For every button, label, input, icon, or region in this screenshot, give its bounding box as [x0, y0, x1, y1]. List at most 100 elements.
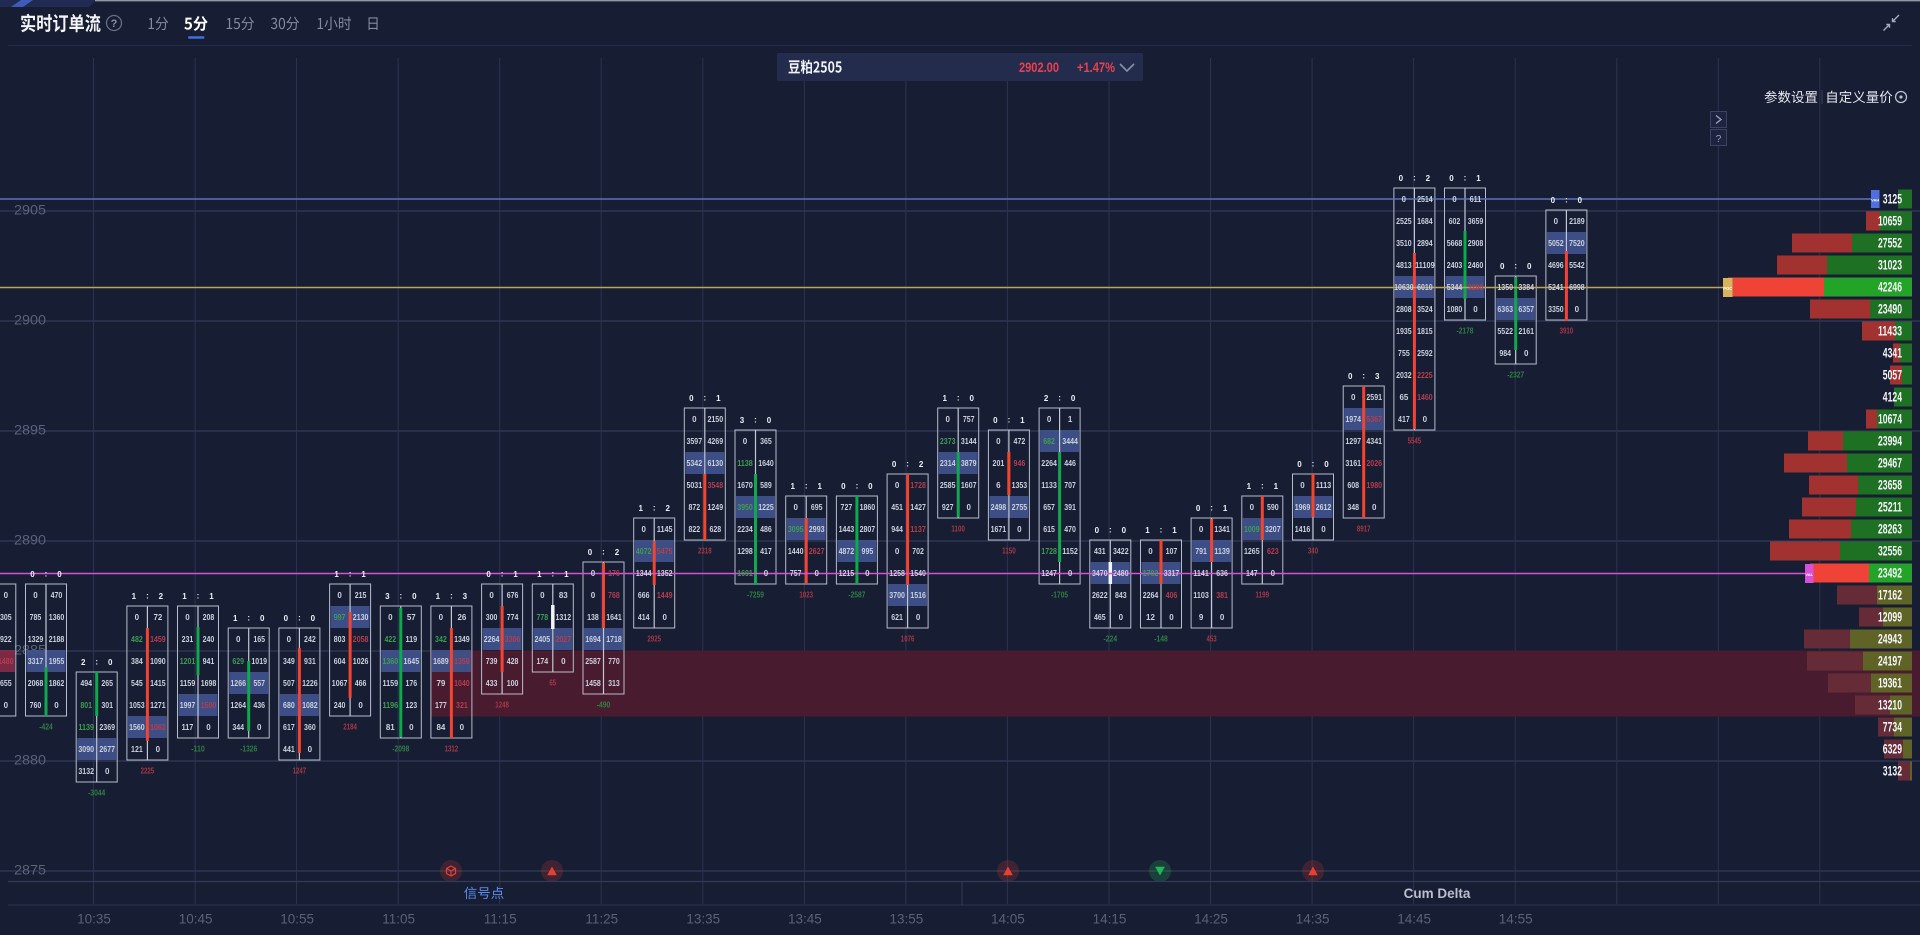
svg-text:422: 422 [384, 635, 396, 644]
svg-text:1266: 1266 [230, 679, 246, 688]
svg-text:3280: 3280 [1468, 283, 1484, 292]
svg-text:1139: 1139 [1214, 547, 1230, 556]
svg-text:3510: 3510 [1396, 239, 1412, 248]
svg-text:3548: 3548 [708, 481, 724, 490]
svg-text:2612: 2612 [1316, 503, 1332, 512]
svg-text:1023: 1023 [799, 590, 813, 600]
svg-text:107: 107 [1166, 547, 1178, 556]
svg-text:0: 0 [895, 481, 900, 490]
svg-text:1: 1 [817, 482, 822, 491]
svg-text:1040: 1040 [454, 679, 470, 688]
svg-text:365: 365 [760, 437, 772, 446]
svg-text:0: 0 [764, 569, 769, 578]
svg-text::: : [906, 460, 909, 469]
svg-text:176: 176 [405, 679, 417, 688]
svg-text:79: 79 [436, 679, 445, 688]
svg-text:1641: 1641 [606, 613, 622, 622]
svg-text:13:35: 13:35 [686, 912, 720, 927]
svg-text:3879: 3879 [961, 459, 977, 468]
svg-text:1935: 1935 [1396, 327, 1412, 336]
svg-text:381: 381 [1216, 591, 1228, 600]
svg-text:1226: 1226 [302, 679, 318, 688]
svg-text:682: 682 [1043, 437, 1055, 446]
svg-text:3422: 3422 [1113, 547, 1129, 556]
svg-text:0: 0 [993, 416, 998, 425]
svg-text:-424: -424 [39, 722, 53, 732]
svg-text:2234: 2234 [737, 525, 753, 534]
svg-text:0: 0 [156, 745, 161, 754]
svg-text:0: 0 [945, 415, 950, 424]
svg-text:13:55: 13:55 [890, 912, 924, 927]
svg-text:2058: 2058 [353, 635, 369, 644]
svg-text:5241: 5241 [1548, 283, 1564, 292]
svg-text:0: 0 [409, 723, 414, 732]
svg-text:208: 208 [203, 613, 215, 622]
svg-text:2403: 2403 [1447, 261, 1463, 270]
svg-text:0: 0 [969, 394, 974, 403]
svg-text:1196: 1196 [383, 701, 399, 710]
svg-text:340: 340 [1308, 546, 1318, 556]
svg-text:507: 507 [283, 679, 295, 688]
svg-text:-1326: -1326 [240, 744, 257, 754]
svg-text:2627: 2627 [809, 547, 825, 556]
svg-text:1815: 1815 [1417, 327, 1433, 336]
svg-text:2807: 2807 [860, 525, 876, 534]
svg-text::: : [45, 570, 48, 579]
svg-text:1360: 1360 [383, 657, 399, 666]
svg-text:2225: 2225 [1417, 371, 1433, 380]
svg-text:0: 0 [105, 767, 110, 776]
svg-text:138: 138 [587, 613, 599, 622]
svg-text:165: 165 [253, 635, 265, 644]
svg-text:28263: 28263 [1878, 522, 1902, 537]
svg-text:57: 57 [407, 613, 416, 622]
svg-text:0: 0 [489, 591, 494, 600]
svg-text:0: 0 [1071, 394, 1076, 403]
svg-text::: : [1008, 416, 1011, 425]
svg-text:2373: 2373 [940, 437, 956, 446]
svg-text:1: 1 [334, 570, 339, 579]
svg-text:2264: 2264 [1041, 459, 1057, 468]
svg-text::: : [247, 614, 250, 623]
svg-text:557: 557 [253, 679, 265, 688]
svg-text:1215: 1215 [839, 569, 855, 578]
svg-text:803: 803 [334, 635, 346, 644]
svg-text:0: 0 [1169, 613, 1174, 622]
svg-text:482: 482 [131, 635, 143, 644]
svg-text:791: 791 [1195, 547, 1207, 556]
svg-text:0: 0 [1300, 481, 1305, 490]
svg-text:1: 1 [1223, 504, 1228, 513]
svg-text:1359: 1359 [454, 657, 470, 666]
svg-text:1: 1 [361, 570, 366, 579]
svg-text:83: 83 [559, 591, 568, 600]
svg-text:433: 433 [486, 679, 498, 688]
svg-text:1100: 1100 [951, 524, 965, 534]
svg-text:3207: 3207 [1265, 525, 1281, 534]
svg-text:VAL: VAL [1805, 572, 1813, 577]
svg-text:2189: 2189 [1569, 217, 1585, 226]
svg-text:23490: 23490 [1878, 302, 1902, 317]
svg-text:0: 0 [284, 614, 289, 623]
svg-text:727: 727 [841, 503, 853, 512]
svg-text:590: 590 [1267, 503, 1279, 512]
svg-text:1353: 1353 [1012, 481, 1028, 490]
svg-text:14:25: 14:25 [1194, 912, 1228, 927]
svg-text:2622: 2622 [1092, 591, 1108, 600]
svg-text:5668: 5668 [1447, 239, 1463, 248]
svg-text:0: 0 [865, 569, 870, 578]
svg-text:1980: 1980 [1366, 481, 1382, 490]
svg-text:3095: 3095 [788, 525, 804, 534]
svg-text:14:15: 14:15 [1093, 912, 1127, 927]
svg-text:0: 0 [388, 613, 393, 622]
svg-text:1955: 1955 [49, 657, 65, 666]
svg-text:13:45: 13:45 [788, 912, 822, 927]
svg-text:0: 0 [1524, 349, 1529, 358]
svg-text:3306: 3306 [505, 635, 521, 644]
svg-text:1053: 1053 [129, 701, 145, 710]
svg-text:2587: 2587 [585, 657, 601, 666]
svg-text::: : [146, 592, 149, 601]
svg-text:240: 240 [334, 701, 346, 710]
svg-text:2188: 2188 [49, 635, 65, 644]
svg-text::: : [602, 548, 605, 557]
svg-text:431: 431 [1094, 547, 1106, 556]
svg-text:0: 0 [1351, 393, 1356, 402]
